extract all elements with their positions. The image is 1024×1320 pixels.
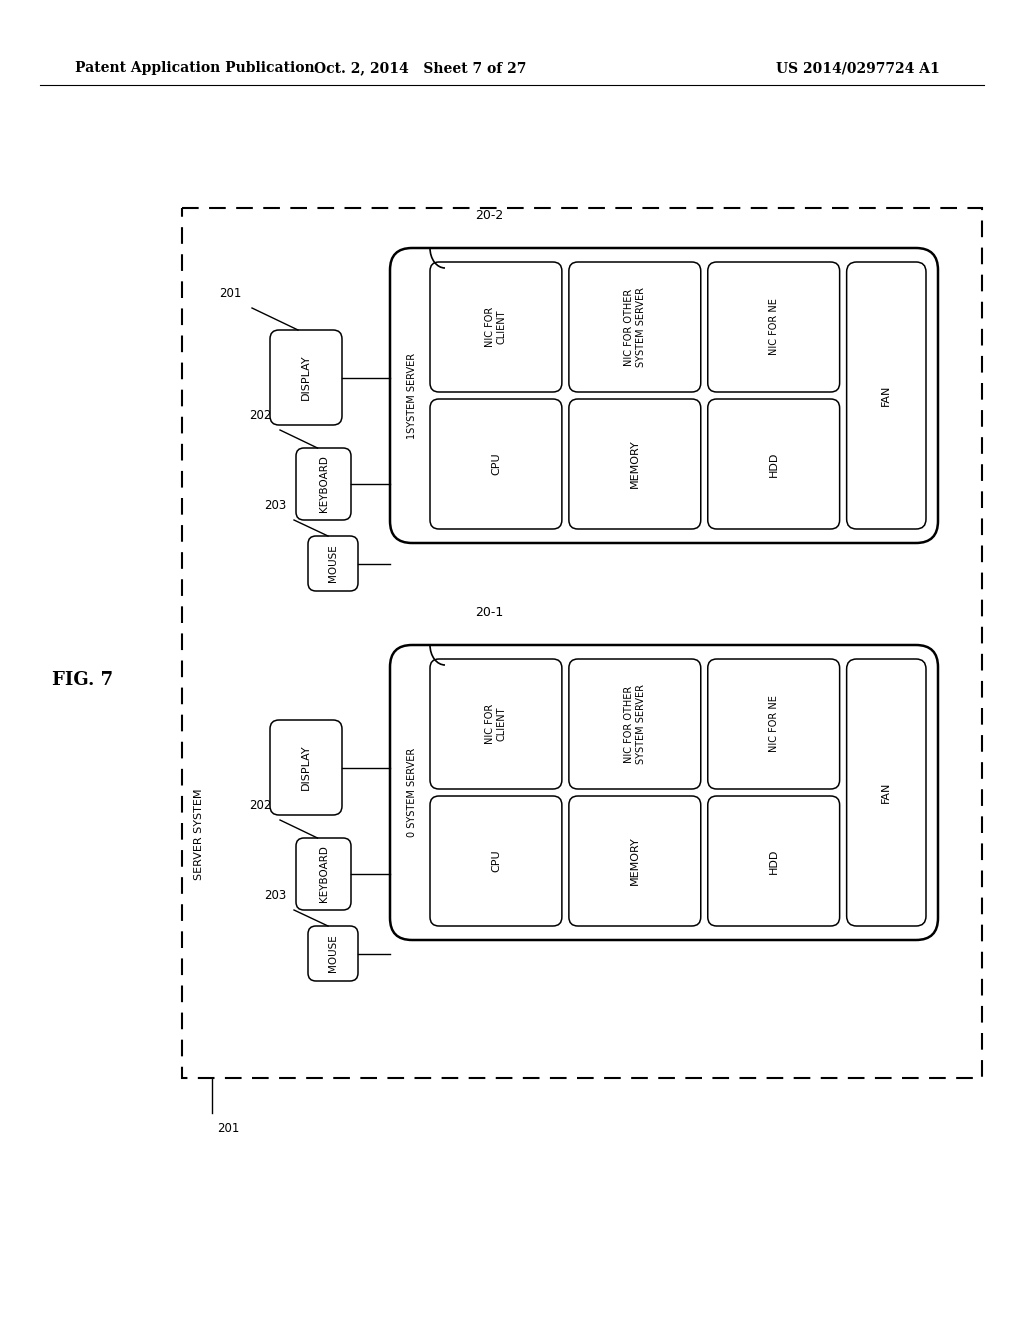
Text: NIC FOR NE: NIC FOR NE [769, 298, 778, 355]
Text: DISPLAY: DISPLAY [301, 744, 311, 791]
Text: NIC FOR
CLIENT: NIC FOR CLIENT [485, 306, 507, 347]
Text: FAN: FAN [882, 385, 891, 407]
Text: HDD: HDD [769, 451, 778, 477]
Text: KEYBOARD: KEYBOARD [318, 846, 329, 903]
Text: NIC FOR OTHER
SYSTEM SERVER: NIC FOR OTHER SYSTEM SERVER [624, 286, 645, 367]
Text: DISPLAY: DISPLAY [301, 355, 311, 400]
Text: Patent Application Publication: Patent Application Publication [75, 61, 314, 75]
Text: MOUSE: MOUSE [328, 545, 338, 582]
Text: 20-1: 20-1 [475, 606, 503, 619]
Text: 1SYSTEM SERVER: 1SYSTEM SERVER [407, 352, 417, 438]
Text: 20-2: 20-2 [475, 209, 503, 222]
Text: NIC FOR OTHER
SYSTEM SERVER: NIC FOR OTHER SYSTEM SERVER [624, 684, 645, 764]
Text: 201: 201 [217, 1122, 240, 1134]
Text: MEMORY: MEMORY [630, 837, 640, 886]
Text: Oct. 2, 2014   Sheet 7 of 27: Oct. 2, 2014 Sheet 7 of 27 [313, 61, 526, 75]
Text: CPU: CPU [490, 850, 501, 873]
Text: 0 SYSTEM SERVER: 0 SYSTEM SERVER [407, 748, 417, 837]
Text: NIC FOR NE: NIC FOR NE [769, 696, 778, 752]
Text: HDD: HDD [769, 849, 778, 874]
Text: 202: 202 [250, 409, 272, 422]
Text: MEMORY: MEMORY [630, 440, 640, 488]
Text: FIG. 7: FIG. 7 [52, 671, 113, 689]
Text: 201: 201 [219, 286, 242, 300]
Text: FAN: FAN [882, 781, 891, 803]
Bar [182, 209, 982, 1078]
Text: SERVER SYSTEM: SERVER SYSTEM [194, 788, 204, 880]
Text: CPU: CPU [490, 453, 501, 475]
Text: MOUSE: MOUSE [328, 935, 338, 973]
Text: 202: 202 [250, 799, 272, 812]
Text: KEYBOARD: KEYBOARD [318, 455, 329, 512]
Text: 203: 203 [264, 888, 286, 902]
Text: US 2014/0297724 A1: US 2014/0297724 A1 [776, 61, 940, 75]
Text: 203: 203 [264, 499, 286, 512]
Text: NIC FOR
CLIENT: NIC FOR CLIENT [485, 704, 507, 744]
